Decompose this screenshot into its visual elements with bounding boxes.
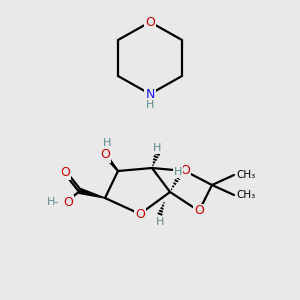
Polygon shape — [103, 154, 118, 171]
Text: O: O — [63, 196, 73, 208]
Text: H: H — [103, 138, 111, 148]
Text: CH₃: CH₃ — [236, 190, 255, 200]
Text: H: H — [156, 217, 164, 227]
Text: CH₃: CH₃ — [236, 170, 255, 180]
Text: O: O — [60, 166, 70, 178]
Text: H: H — [174, 167, 182, 177]
Text: H: H — [153, 143, 161, 153]
Text: H-: H- — [46, 197, 59, 207]
Text: O: O — [180, 164, 190, 178]
Text: O: O — [100, 148, 110, 161]
Polygon shape — [79, 189, 105, 198]
Text: O: O — [135, 208, 145, 220]
Text: N: N — [145, 88, 155, 100]
Text: H: H — [146, 100, 154, 110]
Text: O: O — [145, 16, 155, 28]
Text: O: O — [194, 205, 204, 218]
